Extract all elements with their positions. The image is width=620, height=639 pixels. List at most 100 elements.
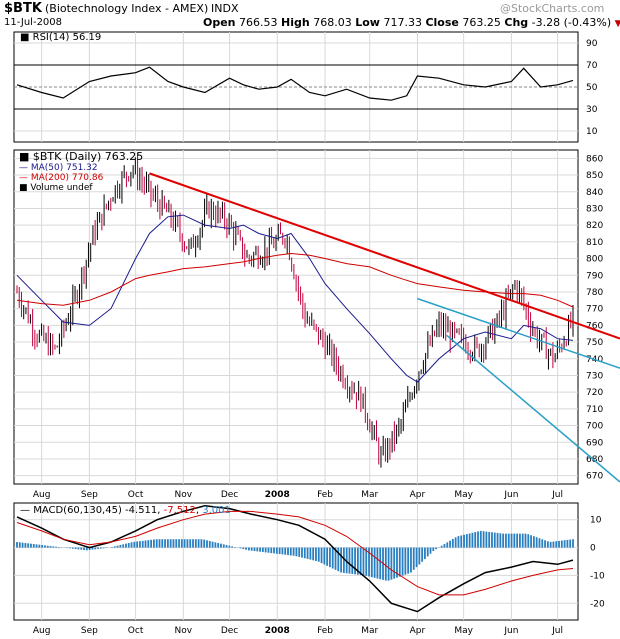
- macd-signal-line: [16, 510, 574, 596]
- macd-label-prefix: MACD(60,130,45): [33, 505, 122, 516]
- price-tick-label: 690: [586, 438, 603, 448]
- macd-histogram-bar: [27, 543, 30, 548]
- price-legend-volume: ■ Volume undef: [19, 183, 93, 193]
- macd-histogram-bar: [527, 534, 530, 548]
- macd-histogram-bar: [136, 541, 139, 548]
- ma50-line: [16, 214, 574, 383]
- macd-histogram-bar: [264, 547, 267, 553]
- channel-trendline: [417, 297, 620, 369]
- macd-histogram-bar: [275, 547, 278, 554]
- low-value: 717.33: [383, 16, 422, 29]
- ticker-symbol: $BTK: [4, 1, 42, 16]
- rsi-line: [16, 66, 574, 101]
- macd-histogram-bar: [69, 547, 71, 549]
- macd-histogram-bar: [85, 547, 88, 551]
- macd-histogram-bar: [362, 547, 365, 576]
- macd-histogram-bar: [197, 539, 200, 548]
- channel-trendline: [446, 334, 620, 483]
- macd-histogram-bar: [354, 547, 356, 575]
- macd-panel-frame: [13, 502, 579, 621]
- high-label: High: [281, 16, 310, 29]
- macd-histogram-bar: [457, 536, 460, 548]
- macd-histogram-bar: [477, 531, 479, 548]
- macd-histogram-bar: [317, 547, 320, 562]
- price-tick-label: 850: [586, 171, 603, 181]
- close-value: 763.25: [462, 16, 501, 29]
- month-tick-label: Sep: [81, 626, 98, 636]
- macd-histogram-bar: [30, 543, 32, 548]
- macd-histogram-bar: [292, 547, 295, 556]
- macd-histogram-bar: [541, 539, 544, 548]
- chart-date: 11-Jul-2008: [4, 17, 63, 28]
- macd-histogram-bar: [560, 540, 563, 548]
- macd-histogram-bar: [532, 536, 535, 548]
- rsi-tick-label: 50: [586, 83, 598, 93]
- macd-histogram-bar: [247, 547, 250, 551]
- macd-histogram-bar: [474, 532, 477, 548]
- exchange-label: INDX: [211, 2, 239, 15]
- macd-histogram-bar: [127, 542, 130, 548]
- macd-histogram-bar: [180, 539, 183, 548]
- month-tick-label: Jul: [551, 490, 563, 500]
- macd-histogram-bar: [150, 539, 153, 548]
- rsi-legend: ■ RSI(14) 56.19: [20, 32, 101, 44]
- month-tick-label: Aug: [33, 626, 51, 636]
- macd-histogram-bar: [217, 543, 220, 548]
- macd-histogram-bar: [122, 544, 125, 548]
- macd-line: [16, 505, 574, 613]
- macd-histogram-bar: [502, 533, 505, 548]
- macd-histogram-bar: [186, 539, 189, 548]
- macd-histogram-bar: [178, 539, 180, 548]
- high-value: 768.03: [313, 16, 352, 29]
- macd-histogram-bar: [530, 535, 532, 548]
- macd-histogram-bar: [80, 547, 83, 550]
- macd-histogram-bar: [521, 533, 524, 548]
- macd-tick-label: 0: [590, 544, 596, 554]
- macd-histogram-bar: [153, 539, 155, 548]
- macd-histogram-bar: [463, 534, 465, 548]
- price-tick-label: 810: [586, 238, 603, 248]
- macd-histogram-bar: [200, 539, 203, 548]
- macd-histogram-bar: [443, 544, 446, 548]
- price-legend: ■ $BTK (Daily) 763.25 — MA(50) 751.32 — …: [19, 151, 143, 194]
- macd-histogram-bar: [111, 547, 113, 548]
- macd-histogram-bar: [393, 547, 396, 579]
- quote-bar: Open 766.53 High 768.03 Low 717.33 Close…: [203, 17, 620, 30]
- macd-histogram-bar: [546, 541, 549, 548]
- macd-histogram-bar: [261, 547, 264, 553]
- month-tick-label: Jul: [551, 626, 563, 636]
- macd-histogram-bar: [194, 539, 197, 548]
- macd-histogram-bar: [329, 547, 331, 568]
- macd-histogram-bar: [516, 533, 519, 548]
- macd-histogram-bar: [289, 547, 292, 556]
- month-tick-label: Apr: [410, 490, 426, 500]
- macd-histogram-bar: [116, 545, 119, 548]
- macd-histogram-bar: [278, 547, 281, 555]
- macd-histogram-bar: [451, 539, 454, 548]
- macd-histogram-bar: [175, 539, 178, 548]
- rsi-tick-label: 90: [586, 39, 598, 49]
- macd-histogram-bar: [460, 535, 463, 548]
- month-tick-label: 2008: [265, 490, 290, 500]
- open-value: 766.53: [239, 16, 278, 29]
- macd-histogram-bar: [549, 541, 552, 548]
- macd-histogram-bar: [493, 532, 496, 548]
- macd-histogram-bar: [16, 542, 18, 548]
- macd-histogram-bar: [387, 547, 390, 581]
- macd-histogram-bar: [21, 542, 24, 548]
- macd-histogram-bar: [538, 538, 541, 548]
- resistance-trendline: [149, 172, 620, 340]
- macd-histogram-bar: [119, 544, 122, 548]
- macd-histogram-bar: [440, 545, 443, 548]
- macd-histogram-bar: [24, 543, 27, 548]
- macd-histogram-bar: [228, 545, 231, 548]
- macd-histogram-bar: [535, 537, 538, 548]
- macd-histogram-bar: [231, 546, 234, 548]
- chg-label: Chg: [504, 16, 529, 29]
- price-panel-frame: [13, 149, 579, 485]
- macd-histogram-bar: [306, 547, 309, 559]
- macd-histogram-bar: [491, 532, 493, 548]
- month-tick-label: Apr: [410, 626, 426, 636]
- month-tick-label: Nov: [175, 490, 193, 500]
